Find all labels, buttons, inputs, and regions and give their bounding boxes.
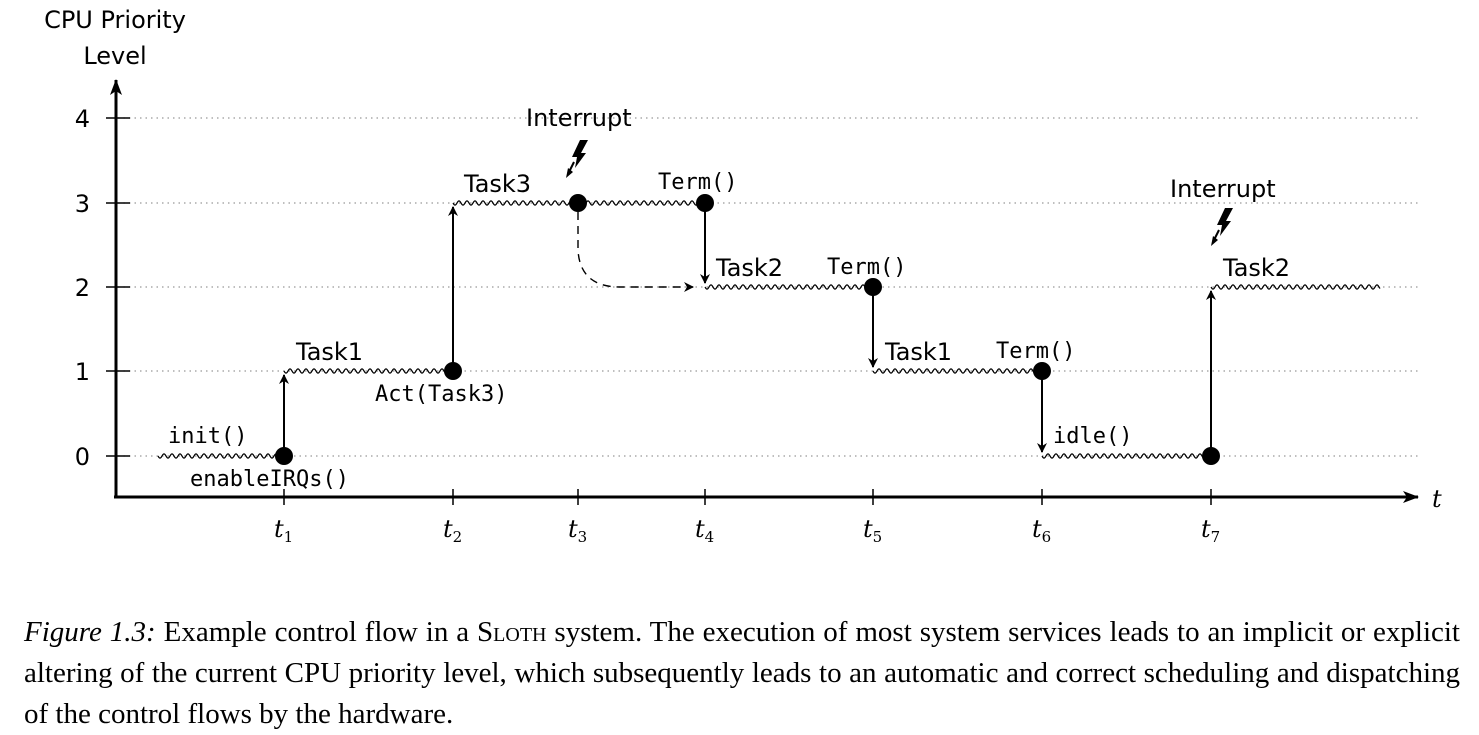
y-tick-label-4: 4	[75, 105, 90, 133]
label-init: init()	[168, 424, 247, 449]
event-dot-t5	[864, 278, 882, 296]
dashed-resume-arrow	[577, 212, 694, 292]
x-tick-label-t4: t4	[695, 515, 714, 546]
event-dot-t3	[569, 194, 587, 212]
trace-task3-resumed	[581, 200, 702, 206]
event-dot-t6	[1033, 362, 1051, 380]
label-task3: Task3	[463, 170, 531, 198]
trace-task3	[452, 200, 575, 206]
priority-diagram: 4 3 2 1 0 CPU Priority Level t1 t2 t3 t4…	[44, 6, 1442, 546]
event-dot-t1	[275, 447, 293, 465]
x-tick-label-t3: t3	[568, 515, 587, 546]
y-tick-label-2: 2	[75, 274, 90, 302]
x-axis-title: t	[1432, 485, 1442, 513]
event-dots	[275, 194, 1220, 465]
lightning-bolt-icon	[566, 140, 588, 178]
x-tick-label-t7: t7	[1201, 515, 1220, 546]
execution-traces	[157, 200, 1381, 459]
trace-task1-first	[283, 368, 450, 374]
trace-idle	[1041, 453, 1208, 459]
label-enable-irqs: enableIRQs()	[190, 467, 349, 492]
trace-task2-first	[704, 284, 870, 290]
caption-system-name: Sloth	[477, 616, 547, 648]
caption-text-after: system. The execution of most system ser…	[24, 616, 1460, 730]
event-dot-t7	[1202, 447, 1220, 465]
y-tick-label-1: 1	[75, 358, 90, 386]
x-tick-label-t6: t6	[1032, 515, 1051, 546]
caption-text-before: Example control flow in a	[155, 616, 478, 648]
x-tick-label-t5: t5	[863, 515, 882, 546]
y-axis-title-line2: Level	[83, 42, 146, 70]
y-axis-title-line1: CPU Priority	[44, 6, 186, 34]
label-term-2: Term()	[827, 255, 906, 280]
lightning-bolt-icon	[1211, 208, 1233, 246]
y-tick-label-3: 3	[75, 190, 90, 218]
event-dot-t4	[696, 194, 714, 212]
label-task2-second: Task2	[1222, 254, 1290, 282]
label-idle: idle()	[1053, 424, 1132, 449]
figure-caption: Figure 1.3: Example control flow in a Sl…	[24, 612, 1460, 735]
priority-transitions	[279, 206, 1216, 453]
trace-idle-start	[157, 453, 281, 459]
label-act-task3: Act(Task3)	[375, 382, 507, 407]
label-term-1: Term()	[658, 170, 737, 195]
y-tick-label-0: 0	[75, 443, 90, 471]
caption-figure-label: Figure 1.3:	[24, 616, 156, 648]
x-tick-marks	[283, 489, 1212, 505]
label-interrupt-1: Interrupt	[526, 104, 632, 132]
label-task1-first: Task1	[295, 338, 363, 366]
label-interrupt-2: Interrupt	[1170, 175, 1276, 203]
trace-task1-second	[872, 368, 1039, 374]
y-tick-marks	[106, 117, 130, 457]
event-dot-t2	[444, 362, 462, 380]
x-tick-label-t1: t1	[274, 515, 293, 546]
x-tick-label-t2: t2	[443, 515, 462, 546]
label-task1-second: Task1	[884, 338, 952, 366]
trace-task2-second	[1210, 284, 1381, 290]
label-term-3: Term()	[996, 339, 1075, 364]
label-task2-first: Task2	[715, 254, 783, 282]
